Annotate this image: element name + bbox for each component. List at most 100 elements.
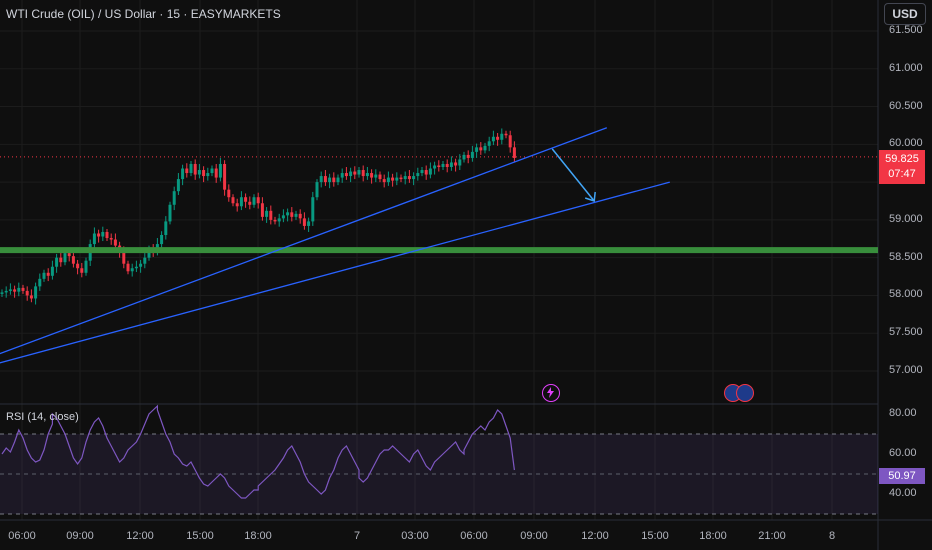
candle [487,136,491,152]
candle [374,169,378,183]
candle [105,228,109,242]
candle [113,233,117,250]
candle [130,263,134,277]
candle [470,145,474,162]
price-axis-label: 58.000 [889,288,923,301]
candle [252,194,256,208]
rsi-axis-label: 40.00 [889,487,917,499]
candle [370,169,374,184]
price-axis-label: 60.000 [889,137,923,150]
candle [42,269,46,282]
candle [416,167,420,181]
candle [38,273,42,291]
price-axis-label: 61.500 [889,24,923,36]
candle [437,160,441,172]
candle [307,217,311,232]
candle [483,142,487,154]
time-axis-label: 15:00 [641,530,669,542]
candle [176,173,180,195]
candle [428,162,432,179]
candle [462,151,466,163]
candle [491,130,495,146]
candle [475,143,479,158]
candle [294,210,298,220]
candle [197,163,201,179]
us-flag-event-icon-2[interactable] [736,384,754,402]
candle [424,165,428,180]
candle [126,260,130,275]
candle [298,209,302,224]
candle [235,198,239,212]
time-axis-label: 09:00 [66,530,94,542]
candle [76,259,80,275]
candle [407,170,411,183]
current-price-tag: 59.825 07:47 [879,150,925,184]
candle [500,128,504,145]
candle [382,174,386,188]
candle [403,171,407,185]
symbol-title[interactable]: WTI Crude (OIL) / US Dollar · 15 · EASYM… [6,7,281,21]
candle [445,159,449,173]
candle [349,167,353,183]
candle [319,171,323,188]
candle [34,282,38,305]
candle [13,285,17,298]
trendline-1 [0,127,608,355]
candle [496,133,500,146]
time-axis-label: 09:00 [520,530,548,542]
candle [508,130,512,153]
candlestick-series [0,128,516,305]
rsi-title[interactable]: RSI (14, close) [6,411,79,423]
rsi-line [1,404,515,499]
candle [311,191,315,226]
candle [386,171,390,186]
candle [97,229,101,243]
candle [454,158,458,172]
candle [134,260,138,273]
candle [286,208,290,222]
candle [21,284,25,294]
rsi-axis-label: 60.00 [889,447,917,459]
candle [193,159,197,180]
candle [269,205,273,225]
candle [256,192,260,209]
price-axis-label: 58.500 [889,250,923,263]
candle [80,262,84,278]
candle [202,166,206,183]
price-axis-label: 61.000 [889,61,923,74]
candle [139,259,143,273]
candle [412,172,416,186]
candle [433,161,437,175]
candle [340,168,344,183]
candle [84,257,88,276]
candle [458,154,462,171]
candle [504,130,508,139]
lightning-event-icon[interactable] [542,384,560,402]
support-level-line [0,247,878,254]
candle [323,170,327,186]
candle [315,179,319,201]
bar-countdown: 07:47 [888,168,916,180]
candle [353,166,357,180]
candle [46,268,50,282]
candle [357,167,361,178]
candle [328,173,332,189]
candle [281,209,285,223]
time-axis-label: 12:00 [581,530,609,542]
candle [168,201,172,225]
candle [277,213,281,227]
candle [302,212,306,230]
candle [29,289,33,303]
candle [189,160,193,177]
candle [227,184,231,202]
time-axis-label: 03:00 [401,530,429,542]
time-axis-label: 8 [828,530,836,542]
price-axis-label: 60.500 [889,99,923,112]
currency-button[interactable]: USD [884,3,926,25]
candle [0,289,4,297]
time-axis-label: 18:00 [699,530,727,542]
candle [25,286,29,301]
candle [260,197,264,221]
